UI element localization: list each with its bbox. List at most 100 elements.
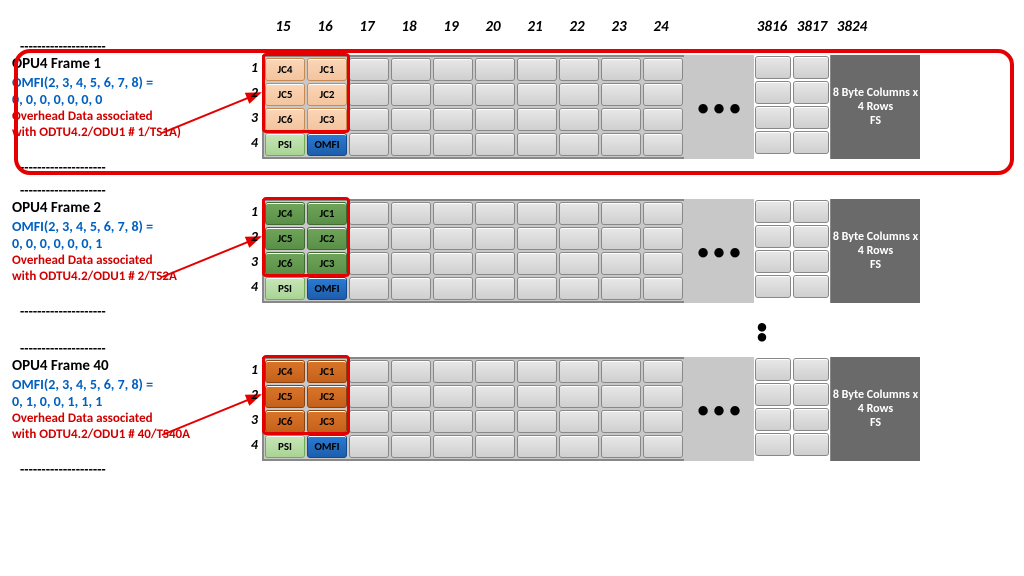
- payload-cell: [391, 202, 431, 225]
- payload-cell: [433, 108, 473, 131]
- payload-cell: [643, 83, 683, 106]
- overhead-note-2: with ODTU4.2/ODU1 # 40/TS40A: [12, 427, 244, 443]
- payload-cell: [433, 58, 473, 81]
- payload-cell: [475, 277, 515, 300]
- payload-cell: [643, 277, 683, 300]
- omfi-cell: OMFI: [307, 133, 347, 156]
- omfi-expr: OMFI(2, 3, 4, 5, 6, 7, 8) =: [12, 74, 244, 92]
- payload-cell: [475, 83, 515, 106]
- payload-cell: [793, 433, 829, 456]
- payload-cell: [559, 252, 599, 275]
- payload-cell: [517, 227, 557, 250]
- jc-cell: JC4: [265, 360, 305, 383]
- fixed-stuff-label: 8 Byte Columns x 4 Rows FS: [830, 55, 920, 159]
- payload-cell: [433, 410, 473, 433]
- payload-cell: [475, 227, 515, 250]
- frame-title: OPU4 Frame 1: [12, 55, 244, 74]
- fixed-stuff-label: 8 Byte Columns x 4 Rows FS: [830, 199, 920, 303]
- payload-cell: [793, 81, 829, 104]
- col-3816: 3816: [752, 18, 792, 36]
- omfi-bits: 0, 0, 0, 0, 0, 0, 0: [12, 91, 244, 109]
- payload-cell: [391, 410, 431, 433]
- payload-cell: [517, 410, 557, 433]
- frame-labels: OPU4 Frame 1OMFI(2, 3, 4, 5, 6, 7, 8) =0…: [12, 55, 244, 141]
- payload-cell: [559, 277, 599, 300]
- jc-cell: JC3: [307, 108, 347, 131]
- payload-cell: [793, 358, 829, 381]
- jc-cell: JC2: [307, 227, 347, 250]
- payload-cell: [349, 410, 389, 433]
- payload-cell: [391, 385, 431, 408]
- payload-cell: [559, 133, 599, 156]
- payload-cell: [643, 58, 683, 81]
- col-22: 22: [556, 18, 598, 36]
- col-15: 15: [262, 18, 304, 36]
- col-24: 24: [640, 18, 682, 36]
- payload-cell: [433, 83, 473, 106]
- jc-cell: JC1: [307, 202, 347, 225]
- row-numbers: 1234: [244, 55, 258, 155]
- payload-cell: [643, 435, 683, 458]
- overhead-note: Overhead Data associated: [12, 109, 244, 125]
- payload-cell: [475, 133, 515, 156]
- jc-cell: JC5: [265, 227, 305, 250]
- payload-cell: [517, 58, 557, 81]
- payload-cell: [643, 360, 683, 383]
- jc-cell: JC1: [307, 360, 347, 383]
- payload-cell: [793, 250, 829, 273]
- frame-3: --------------------JC4JC1JC5JC2JC6JC3PS…: [12, 340, 1012, 478]
- payload-cell: [349, 227, 389, 250]
- payload-cell: [391, 277, 431, 300]
- frame-title: OPU4 Frame 40: [12, 357, 244, 376]
- payload-cell: [755, 106, 791, 129]
- dash-line: --------------------: [20, 38, 1012, 55]
- dash-line: --------------------: [20, 182, 1012, 199]
- payload-cell: [517, 277, 557, 300]
- payload-cell: [475, 108, 515, 131]
- payload-cell: [793, 408, 829, 431]
- omfi-cell: OMFI: [307, 277, 347, 300]
- payload-cell: [349, 133, 389, 156]
- col-21: 21: [514, 18, 556, 36]
- dash-line: --------------------: [20, 303, 1012, 320]
- col-3817: 3817: [792, 18, 832, 36]
- frame-1: --------------------JC4JC1JC5JC2JC6JC3PS…: [12, 38, 1012, 176]
- payload-cell: [755, 200, 791, 223]
- ellipsis-icon: • • •: [684, 357, 754, 461]
- jc-cell: JC6: [265, 108, 305, 131]
- col-18: 18: [388, 18, 430, 36]
- payload-cell: [517, 385, 557, 408]
- col-20: 20: [472, 18, 514, 36]
- jc-cell: JC6: [265, 252, 305, 275]
- jc-cell: JC3: [307, 252, 347, 275]
- payload-cell: [433, 252, 473, 275]
- frame-grid: JC4JC1JC5JC2JC6JC3PSIOMFI: [262, 199, 686, 303]
- column-headers: 15 16 17 18 19 20 21 22 23 24 3816 3817 …: [262, 18, 1012, 36]
- payload-cell: [391, 133, 431, 156]
- payload-cell: [433, 202, 473, 225]
- payload-cell: [601, 133, 641, 156]
- payload-cell: [433, 385, 473, 408]
- payload-cell: [755, 275, 791, 298]
- payload-cell: [643, 133, 683, 156]
- frame-labels: OPU4 Frame 2OMFI(2, 3, 4, 5, 6, 7, 8) =0…: [12, 199, 244, 285]
- overhead-note: Overhead Data associated: [12, 253, 244, 269]
- payload-cell: [755, 225, 791, 248]
- payload-cell: [433, 133, 473, 156]
- payload-cell: [433, 360, 473, 383]
- payload-cell: [391, 58, 431, 81]
- payload-cell: [643, 252, 683, 275]
- payload-cell: [643, 227, 683, 250]
- payload-cell: [475, 360, 515, 383]
- psi-cell: PSI: [265, 133, 305, 156]
- payload-cell: [517, 108, 557, 131]
- vertical-ellipsis-icon: ••: [512, 322, 1012, 342]
- payload-cell: [517, 133, 557, 156]
- payload-cell: [433, 435, 473, 458]
- payload-cell: [601, 202, 641, 225]
- payload-cell: [433, 227, 473, 250]
- payload-cell: [793, 200, 829, 223]
- payload-cell: [755, 56, 791, 79]
- payload-cell: [755, 358, 791, 381]
- payload-cell: [559, 108, 599, 131]
